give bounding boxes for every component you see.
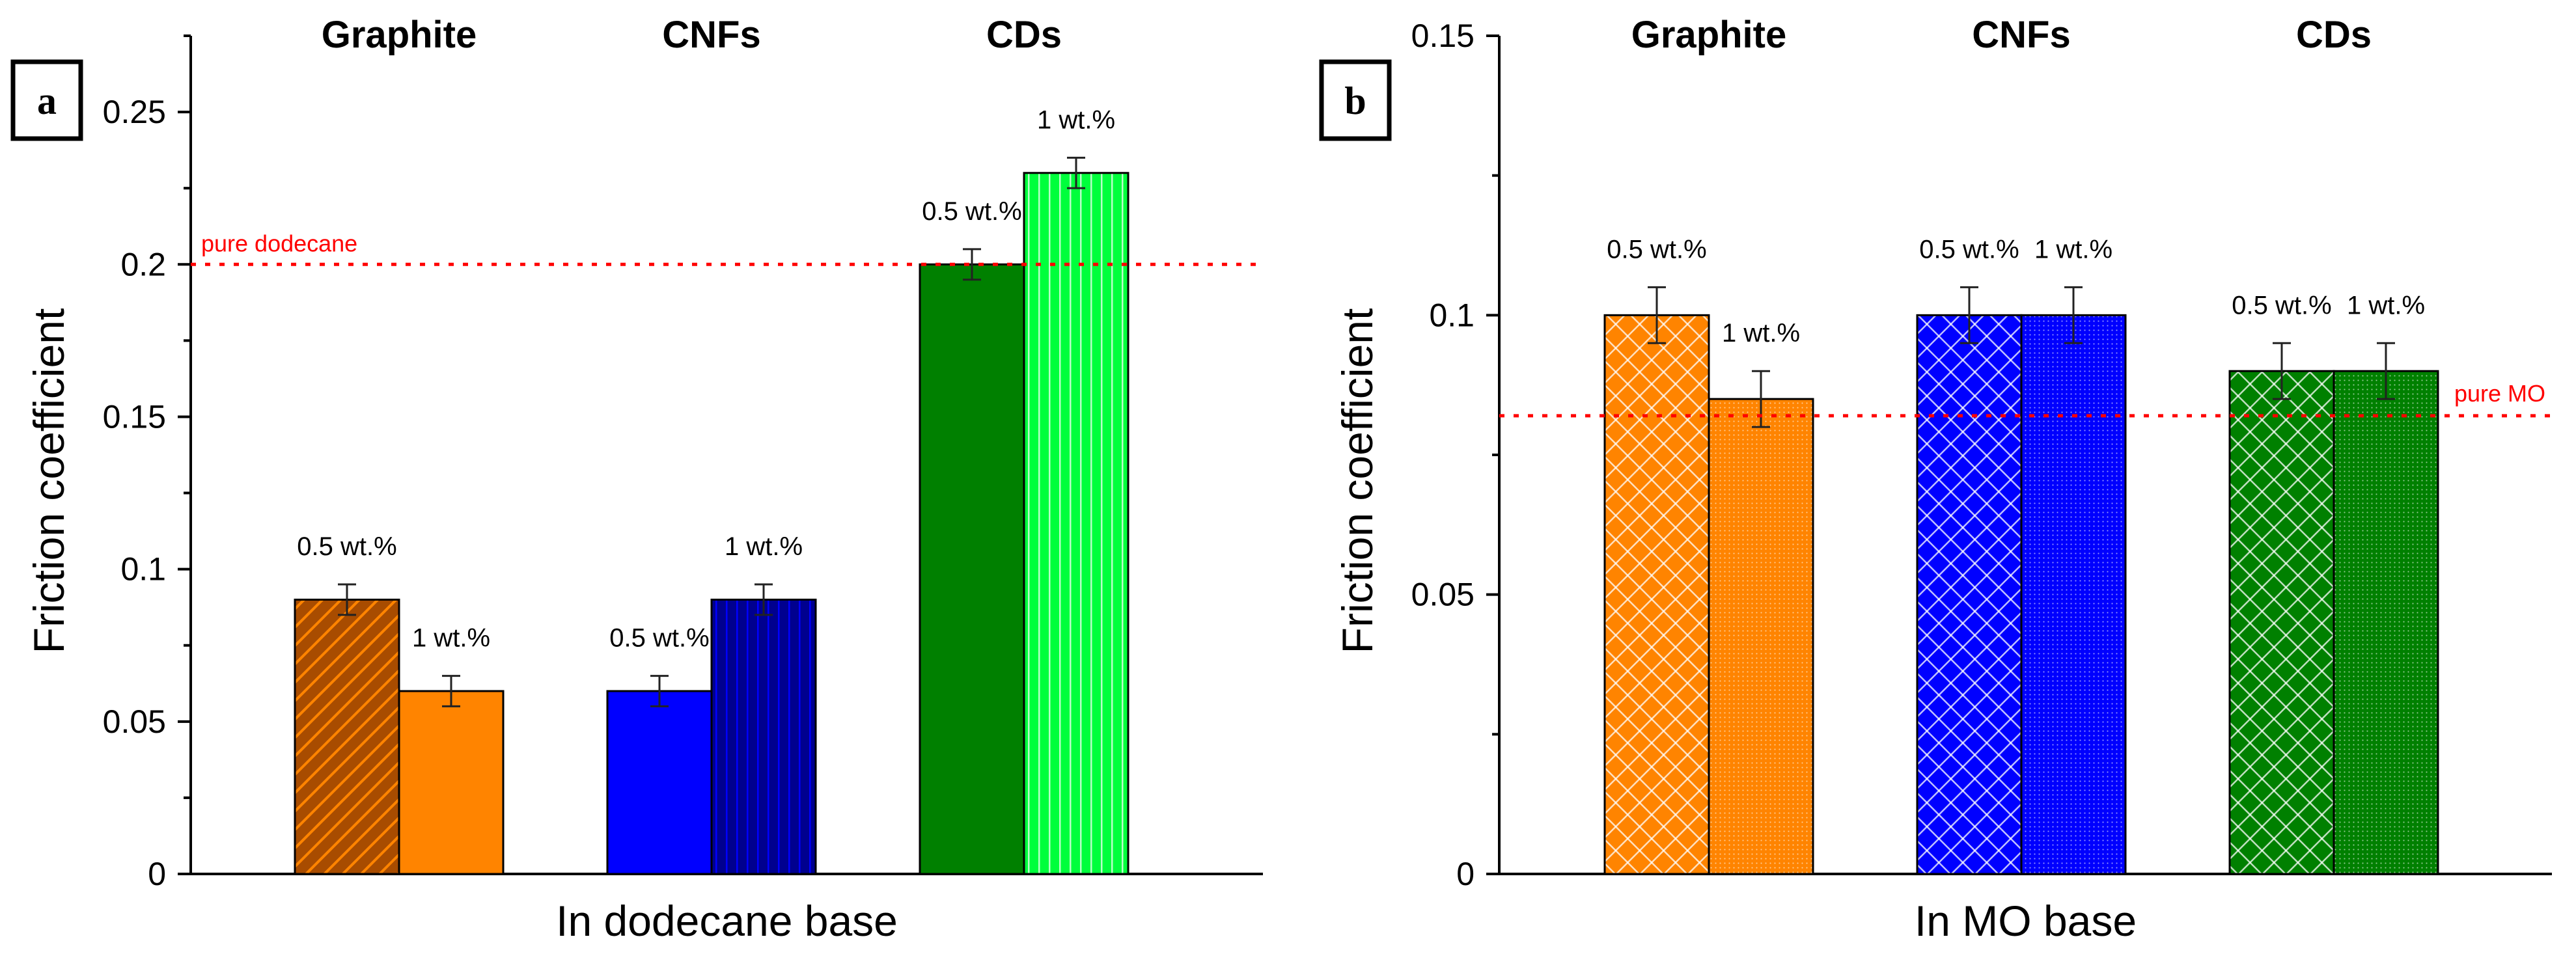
panel-b: 0 0.05 0.1 0.15 Friction coefficient In MO ba… (1319, 14, 2552, 945)
error-bar (963, 248, 981, 281)
group-title: Graphite (1631, 14, 1787, 56)
y-tick-label: 0.05 (1411, 577, 1475, 613)
bar-value-label: 0.5 wt.% (922, 197, 1021, 226)
panel-label: b (1344, 79, 1366, 122)
group-title: CNFs (1972, 14, 2070, 56)
x-axis-title: In MO base (1915, 897, 2137, 945)
group-title: CDs (986, 14, 1062, 56)
bar-value-label: 0.5 wt.% (1919, 235, 2019, 264)
y-tick-label: 0 (148, 856, 166, 892)
bar (1603, 314, 1710, 875)
panel-label-box (10, 59, 83, 141)
bar (2228, 370, 2335, 875)
group-title: Graphite (322, 14, 477, 56)
bar-value-label: 1 wt.% (725, 532, 803, 561)
bar (606, 690, 713, 875)
y-tick-label: 0.1 (1429, 297, 1475, 333)
error-bar (2064, 286, 2083, 344)
x-axis-title: In dodecane base (556, 897, 898, 945)
y-tick-label: 0.25 (103, 94, 166, 130)
panel-label-box (1319, 59, 1392, 141)
bar-value-label: 0.5 wt.% (609, 624, 709, 653)
bar (2333, 370, 2439, 875)
error-bar (1752, 370, 1770, 428)
panel-a: 0 0.05 0.1 0.15 0.2 0.25 Friction coefficient I… (10, 14, 1263, 945)
error-bar (755, 583, 773, 616)
y-axis-title: Friction coefficient (25, 308, 73, 654)
reference-label: pure MO (2454, 380, 2545, 407)
bar-value-label: 1 wt.% (412, 624, 490, 653)
bar (1916, 314, 2023, 875)
bar-value-label: 1 wt.% (1037, 105, 1115, 134)
group-title: CDs (2296, 14, 2372, 56)
error-bar (1960, 286, 1978, 344)
y-tick-label: 0.05 (103, 703, 166, 740)
error-bar (1067, 156, 1085, 189)
bar-value-label: 0.5 wt.% (2232, 291, 2331, 320)
bar-value-label: 0.5 wt.% (297, 532, 396, 561)
bar-value-label: 0.5 wt.% (1607, 235, 1706, 264)
y-axis-title: Friction coefficient (1333, 308, 1381, 654)
bar (1708, 398, 1814, 875)
error-bar (442, 675, 460, 707)
bar (294, 598, 400, 875)
error-bar (2273, 342, 2291, 400)
bar (398, 690, 505, 875)
bar (710, 598, 817, 875)
y-tick-label: 0 (1456, 856, 1475, 892)
error-bar (2377, 342, 2395, 400)
bar-value-label: 1 wt.% (2347, 291, 2425, 320)
bar-value-label: 1 wt.% (1722, 319, 1800, 348)
error-bar (1648, 286, 1666, 344)
bar (919, 263, 1025, 875)
y-tick-label: 0.1 (120, 551, 166, 588)
y-tick-label: 0.2 (120, 246, 166, 282)
y-tick-label: 0.15 (1411, 18, 1475, 54)
bar (2020, 314, 2127, 875)
panel-label: a (37, 79, 57, 122)
error-bar (338, 583, 356, 616)
group-title: CNFs (662, 14, 760, 56)
bar (1023, 172, 1129, 875)
error-bar (650, 675, 669, 707)
bar-value-label: 1 wt.% (2034, 235, 2112, 264)
reference-label: pure dodecane (201, 230, 357, 256)
y-tick-label: 0.15 (103, 398, 166, 435)
